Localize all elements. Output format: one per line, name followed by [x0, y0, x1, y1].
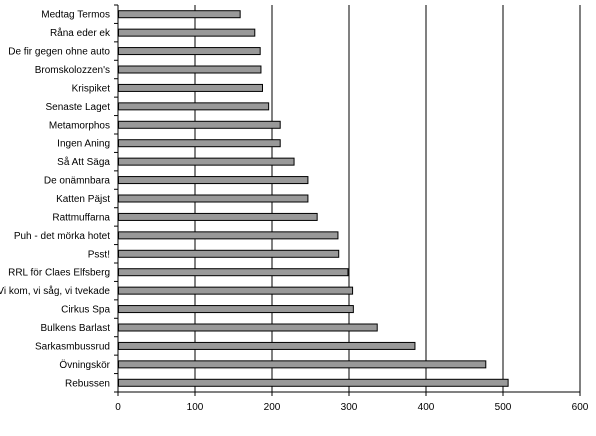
bar [118, 286, 354, 295]
bar [118, 378, 509, 387]
x-tick-label: 100 [187, 402, 204, 413]
category-label: Bromskolozzen's [35, 65, 110, 76]
bars [118, 10, 509, 387]
x-tick-labels: 0 100 200 300 400 500 600 [115, 402, 589, 413]
bar [118, 231, 339, 240]
bar [118, 47, 261, 56]
bar [118, 323, 378, 332]
category-label: Cirkus Spa [61, 305, 110, 316]
category-label: Bulkens Barlast [41, 323, 111, 334]
category-label: Puh - det mörka hotet [14, 231, 110, 242]
bar [118, 305, 354, 314]
category-label: Rebussen [65, 378, 110, 389]
bar [118, 268, 349, 277]
category-label: Katten Päjst [56, 194, 110, 205]
x-tick-label: 0 [115, 402, 121, 413]
category-label: Senaste Laget [46, 102, 111, 113]
bar [118, 176, 309, 185]
category-label: Metamorphos [49, 120, 110, 131]
category-label: De onämnbara [44, 176, 111, 187]
bar [118, 212, 318, 221]
category-label: Psst! [88, 249, 110, 260]
x-tick-label: 300 [341, 402, 358, 413]
category-label: Ingen Aning [57, 139, 110, 150]
category-label: Vi kom, vi såg, vi tvekade [0, 285, 110, 297]
category-label: RRL för Claes Elfsberg [8, 268, 110, 279]
bar [118, 28, 256, 37]
x-tick-label: 400 [418, 402, 435, 413]
bar [118, 249, 340, 258]
bar [118, 341, 416, 350]
category-label: Råna eder ek [50, 27, 111, 39]
axes [114, 4, 581, 396]
bar [118, 10, 241, 19]
category-label: Rattmuffarna [52, 212, 110, 223]
category-labels: Medtag Termos Råna eder ek De fir gegen oh… [0, 10, 111, 390]
bar [118, 360, 487, 369]
category-label: Så Att Säga [57, 156, 110, 168]
x-tick-label: 600 [572, 402, 589, 413]
category-label: De fir gegen ohne auto [8, 47, 110, 58]
category-label: Övningskör [59, 359, 110, 371]
category-label: Krispiket [72, 83, 111, 94]
bar [118, 83, 263, 92]
category-label: Medtag Termos [41, 10, 110, 21]
bar [118, 102, 270, 111]
bar [118, 120, 281, 129]
category-label: Sarkasmbussrud [35, 341, 110, 352]
bar [118, 139, 281, 148]
x-tick-label: 500 [495, 402, 512, 413]
bar [118, 194, 309, 203]
bar [118, 65, 262, 74]
x-tick-label: 200 [264, 402, 281, 413]
bar [118, 157, 295, 166]
